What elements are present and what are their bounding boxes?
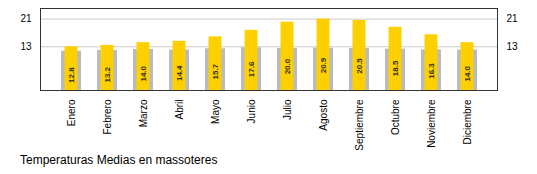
svg-text:14.0: 14.0 [139,65,148,81]
html-text:Temperaturas Medias en massote: Temperaturas Medias en massoteres [20,153,218,167]
svg-text:Agosto: Agosto [318,99,329,131]
svg-text:Mayo: Mayo [210,99,221,124]
svg-text:13: 13 [20,41,32,52]
svg-text:12.8: 12.8 [67,67,76,83]
svg-text:15.7: 15.7 [211,63,220,79]
svg-text:Enero: Enero [66,99,77,126]
svg-text:Septiembre: Septiembre [354,99,365,151]
svg-text:13.2: 13.2 [103,66,112,82]
svg-text:Febrero: Febrero [102,99,113,134]
svg-text:20.0: 20.0 [283,58,292,74]
svg-text:18.5: 18.5 [391,60,400,76]
svg-text:Julio: Julio [282,99,293,120]
svg-text:Marzo: Marzo [138,99,149,127]
svg-text:21: 21 [507,13,519,24]
svg-text:13: 13 [507,41,519,52]
svg-text:20.5: 20.5 [355,58,364,74]
svg-text:17.6: 17.6 [247,61,256,77]
svg-text:Octubre: Octubre [390,99,401,135]
svg-text:Junio: Junio [246,99,257,123]
svg-text:20.9: 20.9 [319,57,328,73]
svg-text:Abril: Abril [174,100,185,120]
svg-text:14.0: 14.0 [463,65,472,81]
svg-text:Diciembre: Diciembre [462,99,473,144]
svg-text:21: 21 [20,13,32,24]
svg-text:14.4: 14.4 [175,65,184,81]
svg-text:16.3: 16.3 [427,63,436,79]
svg-text:Noviembre: Noviembre [426,99,437,148]
